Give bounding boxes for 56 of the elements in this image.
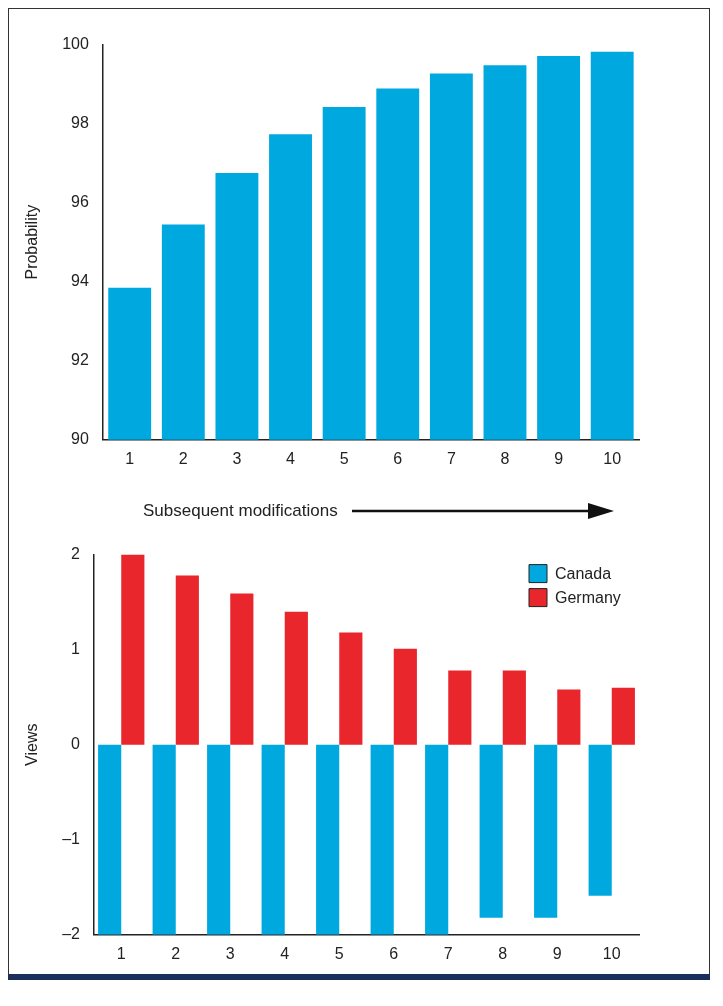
y-tick-label: 92 — [71, 351, 89, 369]
bar — [479, 744, 503, 918]
x-tick-label: 3 — [225, 944, 235, 962]
y-tick-label: –2 — [62, 925, 81, 943]
bar — [557, 689, 581, 745]
x-tick-label: 10 — [602, 944, 621, 962]
x-tick-label: 10 — [603, 449, 622, 467]
bar — [448, 670, 472, 745]
bar — [316, 744, 340, 935]
x-tick-label: 9 — [552, 944, 562, 962]
x-tick-label: 8 — [500, 449, 510, 467]
x-tick-label: 3 — [232, 449, 242, 467]
y-tick-label: 94 — [71, 272, 89, 290]
bar — [230, 593, 254, 745]
x-tick-label: 4 — [280, 944, 290, 962]
x-tick-label: 7 — [443, 944, 453, 962]
bar — [370, 744, 394, 935]
x-tick-label: 6 — [393, 449, 403, 467]
bar — [175, 575, 199, 745]
y-tick-label: 96 — [71, 193, 89, 211]
bar — [393, 648, 417, 745]
y-tick-label: 98 — [71, 114, 89, 132]
bar — [207, 744, 231, 935]
bar — [502, 670, 526, 745]
bar — [261, 744, 285, 935]
bar — [152, 744, 176, 935]
bar — [611, 687, 635, 745]
bar — [425, 744, 449, 935]
x-tick-label: 6 — [389, 944, 399, 962]
legend-label: Canada — [555, 565, 612, 583]
x-tick-label: 2 — [171, 944, 181, 962]
y-tick-label: 90 — [71, 430, 89, 448]
bar — [98, 744, 122, 935]
y-tick-label: 0 — [71, 735, 81, 753]
bar — [588, 744, 612, 896]
y-axis-title: Probability — [23, 204, 41, 280]
y-tick-label: 100 — [62, 35, 89, 53]
x-axis-title: Subsequent modifications — [143, 501, 338, 521]
x-tick-label: 5 — [334, 944, 344, 962]
bar — [339, 632, 363, 745]
x-tick-label: 9 — [554, 449, 564, 467]
x-tick-label: 4 — [286, 449, 296, 467]
bar — [284, 611, 308, 745]
x-tick-label: 7 — [446, 449, 456, 467]
y-tick-label: –1 — [62, 830, 81, 848]
y-axis-title: Views — [23, 723, 41, 766]
bar — [534, 744, 558, 918]
x-tick-label: 5 — [339, 449, 349, 467]
bar — [121, 554, 145, 745]
x-tick-label: 2 — [178, 449, 188, 467]
y-tick-label: 1 — [71, 640, 81, 658]
x-tick-label: 1 — [125, 449, 135, 467]
x-tick-label: 1 — [116, 944, 126, 962]
y-tick-label: 2 — [71, 545, 81, 563]
legend-label: Germany — [555, 589, 621, 607]
x-tick-label: 8 — [498, 944, 508, 962]
